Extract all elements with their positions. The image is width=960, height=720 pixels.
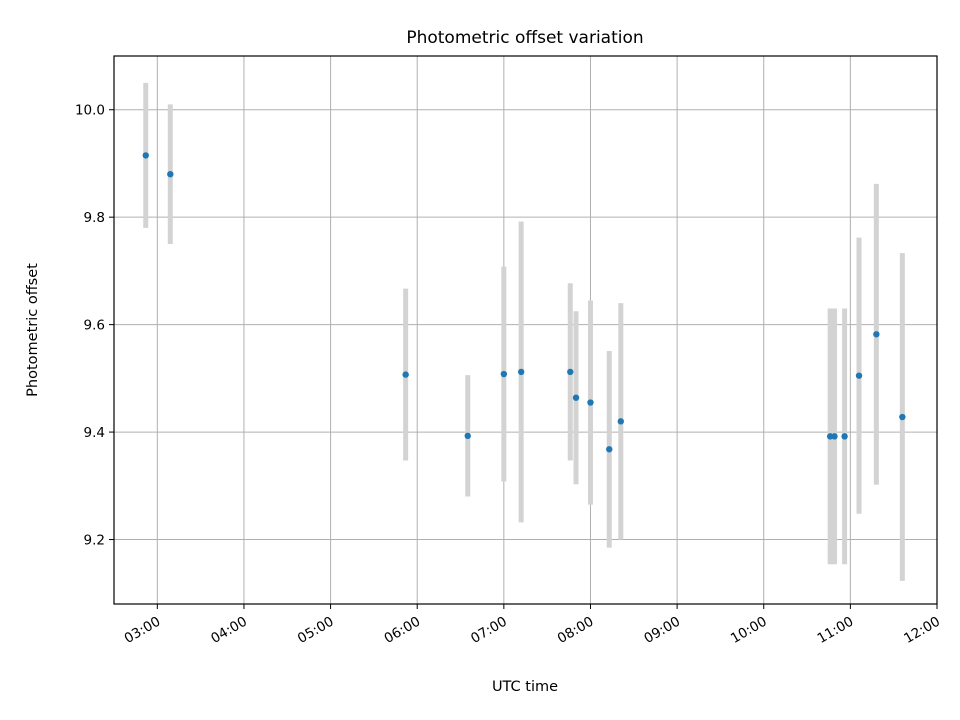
data-point bbox=[587, 399, 594, 406]
data-point bbox=[899, 413, 906, 421]
chart-title: Photometric offset variation bbox=[406, 28, 643, 48]
data-point bbox=[402, 371, 409, 378]
data-point bbox=[572, 394, 580, 401]
data-point bbox=[855, 372, 863, 379]
y-tick-label: 10.0 bbox=[75, 103, 105, 119]
y-axis-label: Photometric offset bbox=[25, 263, 41, 397]
data-point bbox=[617, 418, 624, 425]
y-tick-label: 9.2 bbox=[84, 533, 105, 549]
y-axis-ticks: 9.2 9.4 9.6 9.8 10.0 bbox=[75, 103, 114, 549]
x-axis-label: UTC time bbox=[492, 679, 558, 695]
data-point bbox=[142, 152, 149, 159]
data-point bbox=[841, 433, 848, 440]
data-point bbox=[873, 331, 880, 338]
y-tick-label: 9.4 bbox=[84, 425, 105, 441]
data-point bbox=[167, 170, 174, 178]
data-point bbox=[606, 446, 613, 453]
data-point bbox=[464, 432, 471, 440]
data-point bbox=[517, 368, 525, 376]
data-point bbox=[500, 370, 508, 378]
y-tick-label: 9.8 bbox=[84, 210, 105, 226]
data-point bbox=[567, 368, 574, 376]
plot-frame bbox=[113, 55, 938, 605]
y-tick-label: 9.6 bbox=[84, 318, 105, 334]
data-point bbox=[831, 433, 838, 440]
data-points bbox=[142, 152, 906, 453]
